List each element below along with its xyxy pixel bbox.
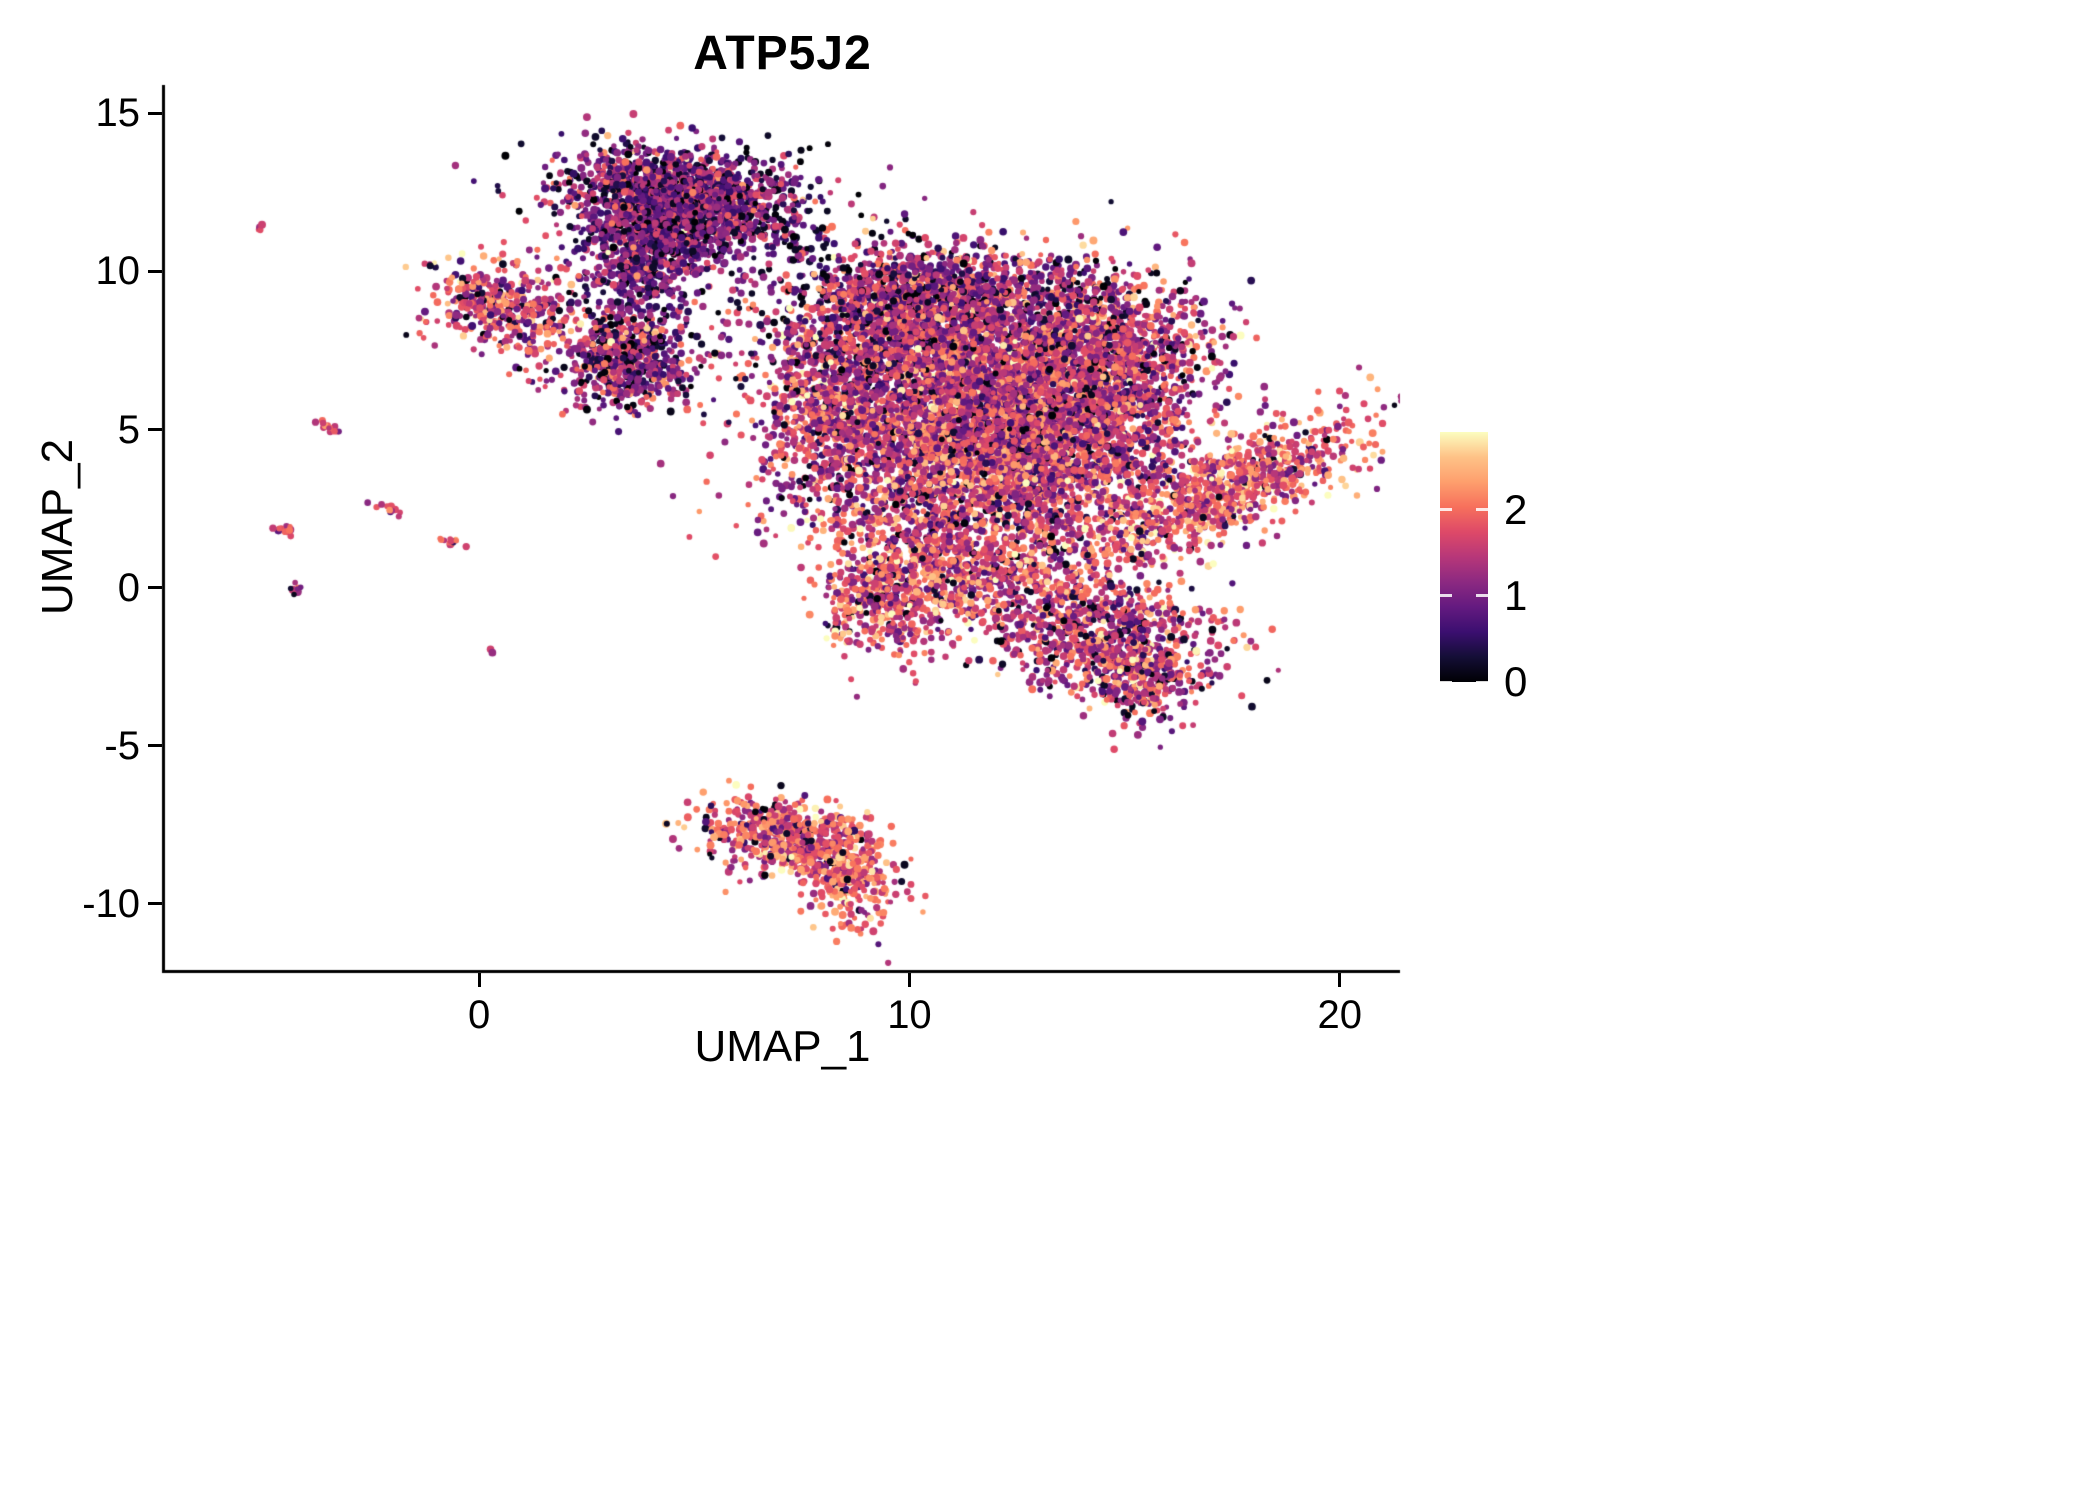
x-axis-tick-label: 20 xyxy=(1317,993,1363,1037)
y-axis-tick-mark xyxy=(148,111,162,115)
y-axis-tick-label: 0 xyxy=(117,565,140,610)
y-axis-tick-mark xyxy=(148,269,162,273)
x-axis-label: UMAP_1 xyxy=(694,1022,871,1071)
y-axis-tick-label: -5 xyxy=(104,723,140,768)
colorbar-tick-mark xyxy=(1440,508,1452,512)
colorbar-tick-label: 0 xyxy=(1504,658,1528,705)
y-axis-tick-label: -10 xyxy=(82,881,140,926)
plot-title: ATP5J2 xyxy=(693,27,872,80)
colorbar-tick-label: 1 xyxy=(1504,571,1528,619)
x-axis-tick-label: 0 xyxy=(468,993,491,1037)
colorbar-tick-mark xyxy=(1476,508,1488,512)
x-axis-tick-mark xyxy=(477,973,481,987)
colorbar-tick-mark xyxy=(1476,680,1488,684)
y-axis-tick-mark xyxy=(148,586,162,590)
y-axis-tick-mark xyxy=(148,902,162,906)
y-axis-tick-label: 15 xyxy=(95,91,141,136)
colorbar-tick-mark xyxy=(1476,594,1488,598)
y-axis-tick-label: 5 xyxy=(117,407,140,452)
colorbar-tick-label: 2 xyxy=(1504,485,1528,533)
colorbar-gradient xyxy=(1440,432,1488,682)
colorbar-tick-mark xyxy=(1440,680,1452,684)
y-axis-tick-mark xyxy=(148,744,162,748)
y-axis-tick-label: 10 xyxy=(95,249,141,294)
colorbar-tick-mark xyxy=(1440,594,1452,598)
x-axis-tick-label: 10 xyxy=(887,993,932,1037)
x-axis-tick-mark xyxy=(1338,973,1342,987)
y-axis-tick-mark xyxy=(148,428,162,432)
x-axis-tick-mark xyxy=(907,973,911,987)
